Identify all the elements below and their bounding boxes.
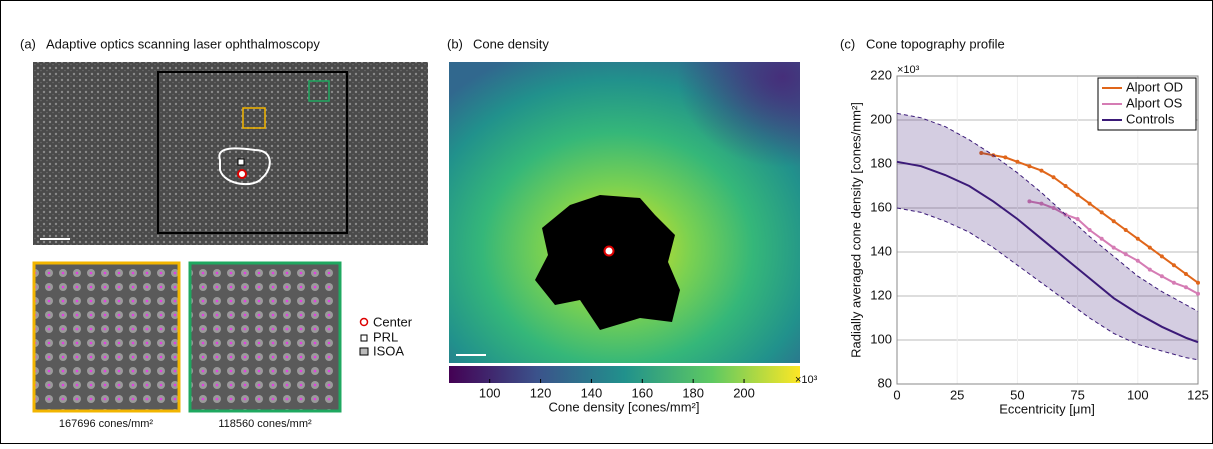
x-tick-label: 25 [950, 387, 964, 402]
colorbar-tick-label: 160 [631, 385, 653, 400]
point [1183, 272, 1188, 276]
inset-box [242, 107, 266, 129]
y-tick-label: 100 [870, 331, 892, 346]
x-tick-label: 100 [1127, 387, 1149, 402]
colorbar-tick-label: 140 [581, 385, 603, 400]
colorbar-tick-label: 100 [479, 385, 501, 400]
point [1123, 228, 1128, 232]
point [1147, 267, 1152, 272]
panel-title: Cone topography profile [866, 36, 1005, 51]
excluded-region [535, 195, 680, 330]
point [1015, 159, 1020, 164]
colorbar-tick-label: 200 [733, 385, 755, 400]
panel-title: Adaptive optics scanning laser ophthalmo… [46, 36, 320, 51]
line [896, 160, 1199, 344]
x-tick-label: 125 [1187, 387, 1209, 402]
point [1039, 201, 1044, 206]
isoa-contour [218, 147, 271, 186]
inset-image [32, 261, 181, 413]
point [1063, 184, 1068, 188]
x-axis-label: Eccentricity [μm] [999, 401, 1095, 416]
point [1196, 291, 1200, 296]
point [1087, 201, 1092, 206]
y-tick-label: 180 [870, 155, 892, 170]
inset-caption: 118560 cones/mm² [218, 418, 312, 430]
point [1123, 252, 1128, 257]
panel-label: (b) [447, 36, 463, 51]
point [1099, 210, 1104, 215]
colorbar-tick-label: 180 [682, 385, 704, 400]
legend-marker [359, 317, 369, 327]
band [897, 113, 1198, 360]
legend-label: Alport OS [1126, 95, 1183, 110]
point [1159, 274, 1164, 279]
colorbar [449, 366, 800, 383]
point [1099, 236, 1104, 241]
point [1111, 245, 1116, 250]
aoslo-image [33, 62, 428, 245]
y-tick-label: 140 [870, 243, 892, 258]
legend-label: PRL [373, 329, 398, 344]
point [1075, 192, 1080, 197]
point [1027, 164, 1032, 169]
y-exponent: ×10³ [897, 64, 920, 76]
band-edge [896, 112, 1199, 312]
y-tick-label: 220 [870, 67, 892, 82]
legend-label: Alport OD [1126, 79, 1183, 94]
panel-label: (c) [840, 36, 855, 51]
point [1087, 228, 1092, 232]
colorbar-tick-label: 120 [530, 385, 552, 400]
point [1111, 219, 1116, 224]
legend-label: ISOA [373, 343, 404, 358]
point [1171, 280, 1176, 285]
y-tick-label: 120 [870, 287, 892, 302]
point [979, 151, 984, 155]
plot-frame [896, 75, 1199, 385]
legend-label: Controls [1126, 111, 1175, 126]
y-tick-label: 200 [870, 111, 892, 126]
x-tick-label: 0 [893, 387, 900, 402]
panel-title: Cone density [473, 36, 549, 51]
point [1075, 217, 1080, 221]
x-tick-label: 50 [1010, 387, 1024, 402]
x-tick-label: 75 [1070, 387, 1084, 402]
inset-image [188, 261, 342, 413]
point [1135, 236, 1140, 241]
inset-caption: 167696 cones/mm² [59, 418, 153, 430]
point [1135, 258, 1140, 263]
legend-marker [360, 334, 368, 342]
point [1159, 254, 1164, 259]
point [1051, 175, 1056, 180]
center-marker [603, 245, 615, 257]
panel-label: (a) [20, 36, 36, 51]
point [1171, 263, 1176, 268]
legend-label: Center [373, 314, 413, 329]
point [1147, 245, 1152, 250]
point [1051, 206, 1056, 210]
colorbar-exponent: ×10³ [795, 374, 818, 386]
point [1003, 155, 1008, 160]
y-tick-label: 160 [870, 199, 892, 214]
y-tick-label: 80 [878, 375, 892, 390]
point [1196, 280, 1200, 285]
legend-marker [359, 347, 369, 356]
inset-box [308, 80, 330, 102]
prl-marker [237, 158, 245, 166]
roi-box [157, 71, 348, 234]
point [1039, 168, 1044, 173]
y-axis-label: Radially averaged cone density [cones/mm… [848, 102, 863, 358]
colorbar-label: Cone density [cones/mm²] [548, 399, 699, 414]
center-marker [237, 169, 247, 179]
point [1183, 285, 1188, 290]
point [1027, 199, 1032, 204]
